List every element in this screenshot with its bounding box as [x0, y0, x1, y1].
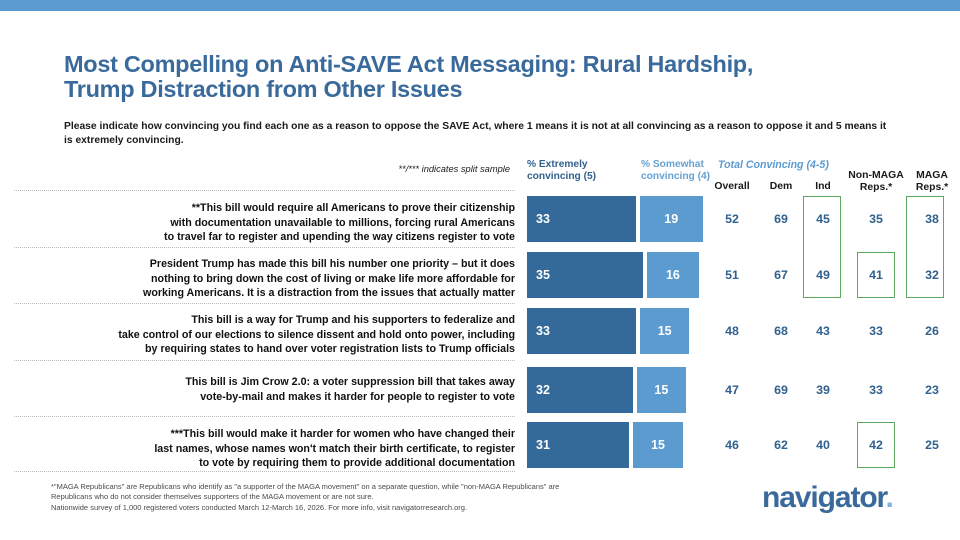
column-header-overall: Overall: [714, 181, 750, 192]
bar-extremely-convincing: 33: [527, 308, 636, 354]
highlight-box: [906, 196, 944, 298]
value-overall: 52: [725, 212, 739, 226]
statement-line: **This bill would require all Americans …: [191, 202, 515, 214]
value-overall: 46: [725, 438, 739, 452]
footnote: *"MAGA Republicans" are Republicans who …: [51, 482, 691, 513]
column-header-maga-reps: MAGA Reps.*: [915, 170, 949, 193]
row-separator: [14, 416, 515, 417]
statement-text: This bill is Jim Crow 2.0: a voter suppr…: [14, 375, 515, 404]
statement-line: working Americans. It is a distraction f…: [143, 287, 515, 300]
value-ind: 40: [816, 438, 830, 452]
bar-somewhat-convincing: 15: [633, 422, 683, 468]
bar-extremely-convincing: 35: [527, 252, 643, 298]
column-header-somewhat-convincing: % Somewhat convincing (4): [641, 159, 711, 182]
bar-somewhat-convincing: 19: [639, 196, 703, 242]
statement-line: with documentation unavailable to millio…: [170, 216, 515, 229]
value-overall: 48: [725, 324, 739, 338]
logo-wordmark: navigator: [762, 481, 887, 514]
row-separator: [14, 360, 515, 361]
page-title: Most Compelling on Anti-SAVE Act Messagi…: [64, 52, 924, 102]
bar-extremely-convincing: 32: [527, 367, 633, 413]
footnote-line-3: Nationwide survey of 1,000 registered vo…: [51, 502, 468, 512]
statement-line: nothing to bring down the cost of living…: [151, 272, 515, 285]
bar-somewhat-convincing: 16: [646, 252, 700, 298]
value-maga: 38: [925, 212, 939, 226]
split-sample-note: **/*** indicates split sample: [398, 164, 510, 174]
statement-text: President Trump has made this bill his n…: [14, 257, 515, 301]
column-header-non-maga-reps: Non-MAGA Reps.*: [848, 170, 904, 193]
row-separator: [14, 247, 515, 248]
row-separator: [14, 190, 515, 191]
top-accent-bar: [0, 0, 960, 11]
value-dem: 69: [774, 212, 788, 226]
value-maga: 26: [925, 324, 939, 338]
value-dem: 69: [774, 383, 788, 397]
statement-text: This bill is a way for Trump and his sup…: [14, 313, 515, 357]
footnote-line-2: Republicans who do not consider themselv…: [51, 492, 374, 502]
value-maga: 25: [925, 438, 939, 452]
footnote-line-1: *"MAGA Republicans" are Republicans who …: [51, 482, 560, 491]
value-ind: 43: [816, 324, 830, 338]
value-non-maga: 41: [869, 268, 883, 282]
column-group-header-total-convincing: Total Convincing (4-5): [718, 159, 829, 171]
statement-line: last names, whose names won't match thei…: [154, 442, 515, 455]
statement-line: This bill is Jim Crow 2.0: a voter suppr…: [185, 376, 515, 388]
bar-somewhat-convincing: 15: [636, 367, 687, 413]
chart-subtitle: Please indicate how convincing you find …: [64, 121, 887, 146]
highlight-box: [803, 196, 841, 298]
bar-extremely-convincing: 33: [527, 196, 636, 242]
value-dem: 68: [774, 324, 788, 338]
column-header-ind: Ind: [815, 181, 831, 192]
bar-extremely-convincing: 31: [527, 422, 630, 468]
column-header-dem: Dem: [769, 181, 793, 192]
value-dem: 67: [774, 268, 788, 282]
value-non-maga: 42: [869, 438, 883, 452]
value-non-maga: 33: [869, 383, 883, 397]
logo-dot: .: [885, 481, 893, 514]
value-dem: 62: [774, 438, 788, 452]
value-maga: 32: [925, 268, 939, 282]
value-ind: 39: [816, 383, 830, 397]
value-ind: 49: [816, 268, 830, 282]
row-separator: [14, 303, 515, 304]
statement-line: to vote by requiring them to provide add…: [199, 457, 515, 470]
statement-text: **This bill would require all Americans …: [14, 201, 515, 245]
statement-line: ***This bill would make it harder for wo…: [170, 428, 515, 440]
statement-text: ***This bill would make it harder for wo…: [14, 427, 515, 471]
page-title-line-1: Most Compelling on Anti-SAVE Act Messagi…: [64, 51, 754, 77]
statement-line: vote-by-mail and makes it harder for peo…: [200, 390, 515, 403]
page-title-line-2: Trump Distraction from Other Issues: [64, 76, 463, 102]
statement-line: take control of our elections to silence…: [118, 328, 515, 341]
column-header-extremely-convincing: % Extremely convincing (5): [527, 159, 597, 182]
statement-line: by requiring states to hand over voter r…: [145, 343, 515, 356]
value-non-maga: 33: [869, 324, 883, 338]
highlight-box: [857, 252, 895, 298]
statement-line: to travel far to register and upending t…: [164, 231, 515, 244]
value-overall: 51: [725, 268, 739, 282]
statement-line: This bill is a way for Trump and his sup…: [191, 314, 515, 326]
bar-somewhat-convincing: 15: [639, 308, 690, 354]
value-ind: 45: [816, 212, 830, 226]
value-non-maga: 35: [869, 212, 883, 226]
value-maga: 23: [925, 383, 939, 397]
navigator-logo: navigator.: [762, 481, 894, 515]
value-overall: 47: [725, 383, 739, 397]
statement-line: President Trump has made this bill his n…: [149, 258, 515, 270]
row-separator: [14, 471, 515, 472]
highlight-box: [857, 422, 895, 468]
